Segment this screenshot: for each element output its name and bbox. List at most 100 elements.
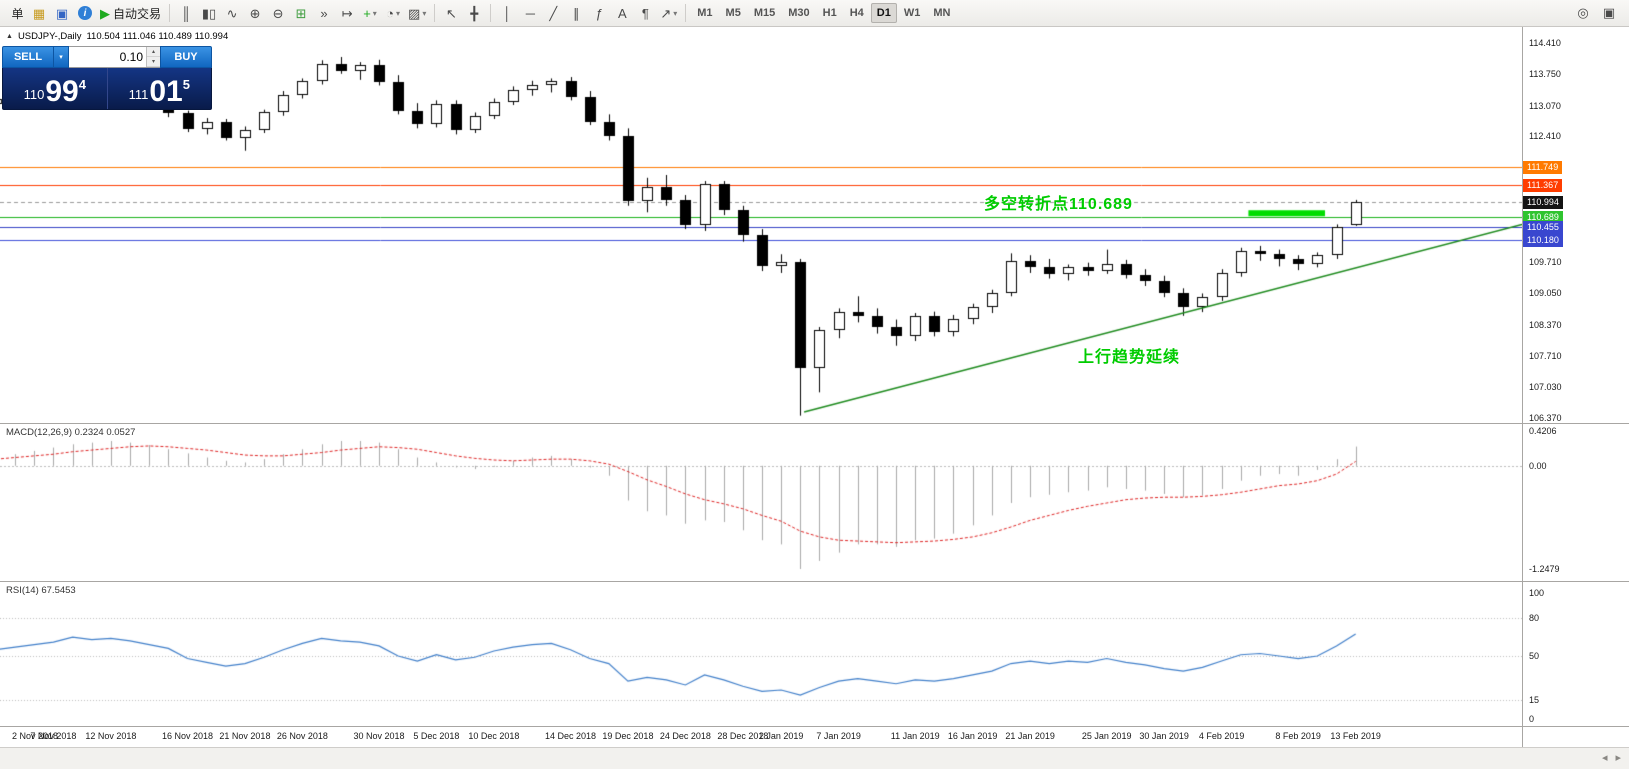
autotrading-button: ▶ bbox=[100, 5, 110, 21]
timeframe-m5[interactable]: M5 bbox=[720, 3, 747, 23]
periods-icon: ◔ bbox=[386, 5, 394, 21]
templates-icon: ▨ bbox=[408, 5, 421, 21]
volume-stepper: ▴ ▾ bbox=[146, 47, 160, 67]
rsi-axis-label: 0 bbox=[1529, 714, 1535, 724]
collapse-panel-icon[interactable]: ▲ bbox=[6, 33, 13, 40]
indicators-icon[interactable]: + ▾ bbox=[359, 2, 381, 24]
timeframe-m15[interactable]: M15 bbox=[748, 3, 781, 23]
price-axis-label: 112.410 bbox=[1529, 131, 1561, 142]
text-tool-icon[interactable]: A bbox=[611, 2, 633, 24]
line-chart-icon[interactable]: ∿ bbox=[221, 2, 243, 24]
timeframe-m1[interactable]: M1 bbox=[691, 3, 718, 23]
price-chart-canvas[interactable] bbox=[0, 27, 1522, 423]
timeframe-h4[interactable]: H4 bbox=[844, 3, 870, 23]
zoom-in-icon[interactable]: ⊕ bbox=[244, 2, 266, 24]
sell-price-panel[interactable]: 110 99 4 bbox=[3, 68, 107, 109]
horizontal-line-tool-icon[interactable]: ─ bbox=[519, 2, 541, 24]
channel-tool-icon[interactable]: ∥ bbox=[565, 2, 587, 24]
fibonacci-tool-icon[interactable]: ƒ bbox=[588, 2, 610, 24]
label-tool-icon[interactable]: ¶ bbox=[634, 2, 656, 24]
autotrading-button-label: 自动交易 bbox=[113, 6, 162, 21]
date-label: 19 Dec 2018 bbox=[602, 731, 654, 741]
date-label: 26 Nov 2018 bbox=[276, 731, 328, 741]
price-axis-label: 114.410 bbox=[1529, 38, 1561, 48]
new-order-button[interactable]: 单 bbox=[5, 2, 27, 24]
chart-shift-icon[interactable]: ↦ bbox=[336, 2, 358, 24]
volume-up-icon[interactable]: ▴ bbox=[147, 47, 160, 57]
search-icon[interactable]: ◎ bbox=[1572, 2, 1594, 24]
timeframe-d1[interactable]: D1 bbox=[870, 3, 897, 23]
scroll-left-icon[interactable]: ◂ bbox=[1601, 752, 1608, 764]
buy-price-panel[interactable]: 111 01 5 bbox=[108, 68, 212, 109]
periods-icon[interactable]: ◔ ▾ bbox=[382, 2, 404, 24]
timeframe-m30[interactable]: M30 bbox=[782, 3, 815, 23]
autotrading-button[interactable]: ▶ 自动交易 bbox=[97, 2, 164, 24]
toolbar-separator bbox=[169, 4, 171, 22]
one-click-trading-panel: SELL ▾ ▴ ▾ BUY 110 99 4 111 01 5 bbox=[2, 46, 212, 110]
text-tool-icon: A bbox=[617, 5, 627, 21]
timeframe-w1[interactable]: W1 bbox=[898, 3, 927, 23]
panel-divider-rsi[interactable] bbox=[0, 581, 1629, 582]
buy-button[interactable]: BUY bbox=[160, 46, 212, 68]
date-label: 30 Jan 2019 bbox=[1139, 731, 1189, 741]
arrows-tool-icon: ↗ bbox=[660, 5, 672, 21]
line-chart-icon: ∿ bbox=[226, 5, 238, 21]
date-label: 13 Feb 2019 bbox=[1330, 731, 1381, 741]
trendline-tool-icon[interactable]: ╱ bbox=[542, 2, 564, 24]
chevron-down-icon: ▾ bbox=[395, 8, 400, 18]
terminal-icon[interactable]: ▣ bbox=[51, 2, 73, 24]
arrows-tool-icon[interactable]: ↗ ▾ bbox=[657, 2, 680, 24]
date-label: 16 Nov 2018 bbox=[161, 731, 214, 741]
order-type-dropdown[interactable]: ▾ bbox=[54, 46, 69, 68]
date-label: 2 Jan 2019 bbox=[758, 731, 804, 741]
price-tag: 110.994 bbox=[1523, 196, 1563, 210]
ohlc-values: 110.504 111.046 110.489 110.994 bbox=[86, 31, 229, 42]
profiles-icon[interactable]: ▦ bbox=[28, 2, 50, 24]
timeframe-h1[interactable]: H1 bbox=[817, 3, 843, 23]
pivot-annotation-text: 多空转折点110.689 bbox=[984, 196, 1133, 213]
date-label: 28 Dec 2018 bbox=[717, 731, 769, 741]
horizontal-line-tool-icon: ─ bbox=[525, 5, 535, 21]
sell-button[interactable]: SELL bbox=[2, 46, 54, 68]
date-label: 8 Feb 2019 bbox=[1275, 731, 1321, 741]
zoom-out-icon[interactable]: ⊖ bbox=[267, 2, 289, 24]
vertical-line-tool-icon[interactable]: │ bbox=[496, 2, 518, 24]
auto-scroll-icon[interactable]: » bbox=[313, 2, 335, 24]
cursor-icon[interactable]: ↖ bbox=[440, 2, 462, 24]
tile-windows-icon[interactable]: ⊞ bbox=[290, 2, 312, 24]
volume-down-icon[interactable]: ▾ bbox=[147, 57, 160, 67]
chevron-down-icon: ▾ bbox=[422, 8, 427, 18]
date-label: 14 Dec 2018 bbox=[544, 731, 597, 741]
macd-indicator-label: MACD(12,26,9) 0.2324 0.0527 bbox=[6, 427, 136, 438]
profiles-icon: ▦ bbox=[32, 5, 46, 21]
price-axis-label: 109.050 bbox=[1529, 288, 1562, 298]
date-label: 4 Feb 2019 bbox=[1198, 731, 1245, 741]
candlestick-icon[interactable]: ▮▯ bbox=[198, 2, 220, 24]
scroll-right-icon[interactable]: ▸ bbox=[1615, 752, 1621, 764]
price-axis-label: 113.750 bbox=[1529, 68, 1561, 79]
rsi-panel-canvas[interactable] bbox=[0, 582, 1522, 726]
bar-chart-icon[interactable]: ║ bbox=[175, 2, 197, 24]
timeframe-mn[interactable]: MN bbox=[927, 3, 956, 23]
help-icon[interactable]: i bbox=[74, 2, 96, 24]
crosshair-icon[interactable]: ╋ bbox=[463, 2, 485, 24]
indicators-icon: + bbox=[363, 5, 371, 21]
time-axis[interactable] bbox=[0, 726, 1629, 747]
symbol-period-label: USDJPY-,Daily bbox=[17, 31, 82, 42]
panel-divider-macd[interactable] bbox=[0, 423, 1629, 424]
macd-panel-canvas[interactable] bbox=[0, 424, 1522, 581]
date-label: 25 Jan 2019 bbox=[1081, 731, 1132, 741]
date-label: 5 Dec 2018 bbox=[413, 731, 460, 741]
price-panel-divider bbox=[106, 68, 108, 109]
price-axis-label: 108.370 bbox=[1529, 319, 1562, 330]
new-chart-icon[interactable]: ▣ bbox=[1598, 2, 1620, 24]
tile-windows-icon: ⊞ bbox=[295, 5, 307, 21]
date-label: 12 Nov 2018 bbox=[85, 731, 137, 741]
volume-input[interactable] bbox=[69, 47, 146, 67]
zoom-in-icon: ⊕ bbox=[249, 5, 261, 21]
auto-scroll-icon: » bbox=[320, 5, 328, 21]
rsi-indicator-label: RSI(14) 67.5453 bbox=[6, 585, 76, 596]
toolbar-separator bbox=[490, 4, 492, 22]
templates-icon[interactable]: ▨ ▾ bbox=[405, 2, 429, 24]
buy-price-big: 01 bbox=[149, 75, 183, 108]
